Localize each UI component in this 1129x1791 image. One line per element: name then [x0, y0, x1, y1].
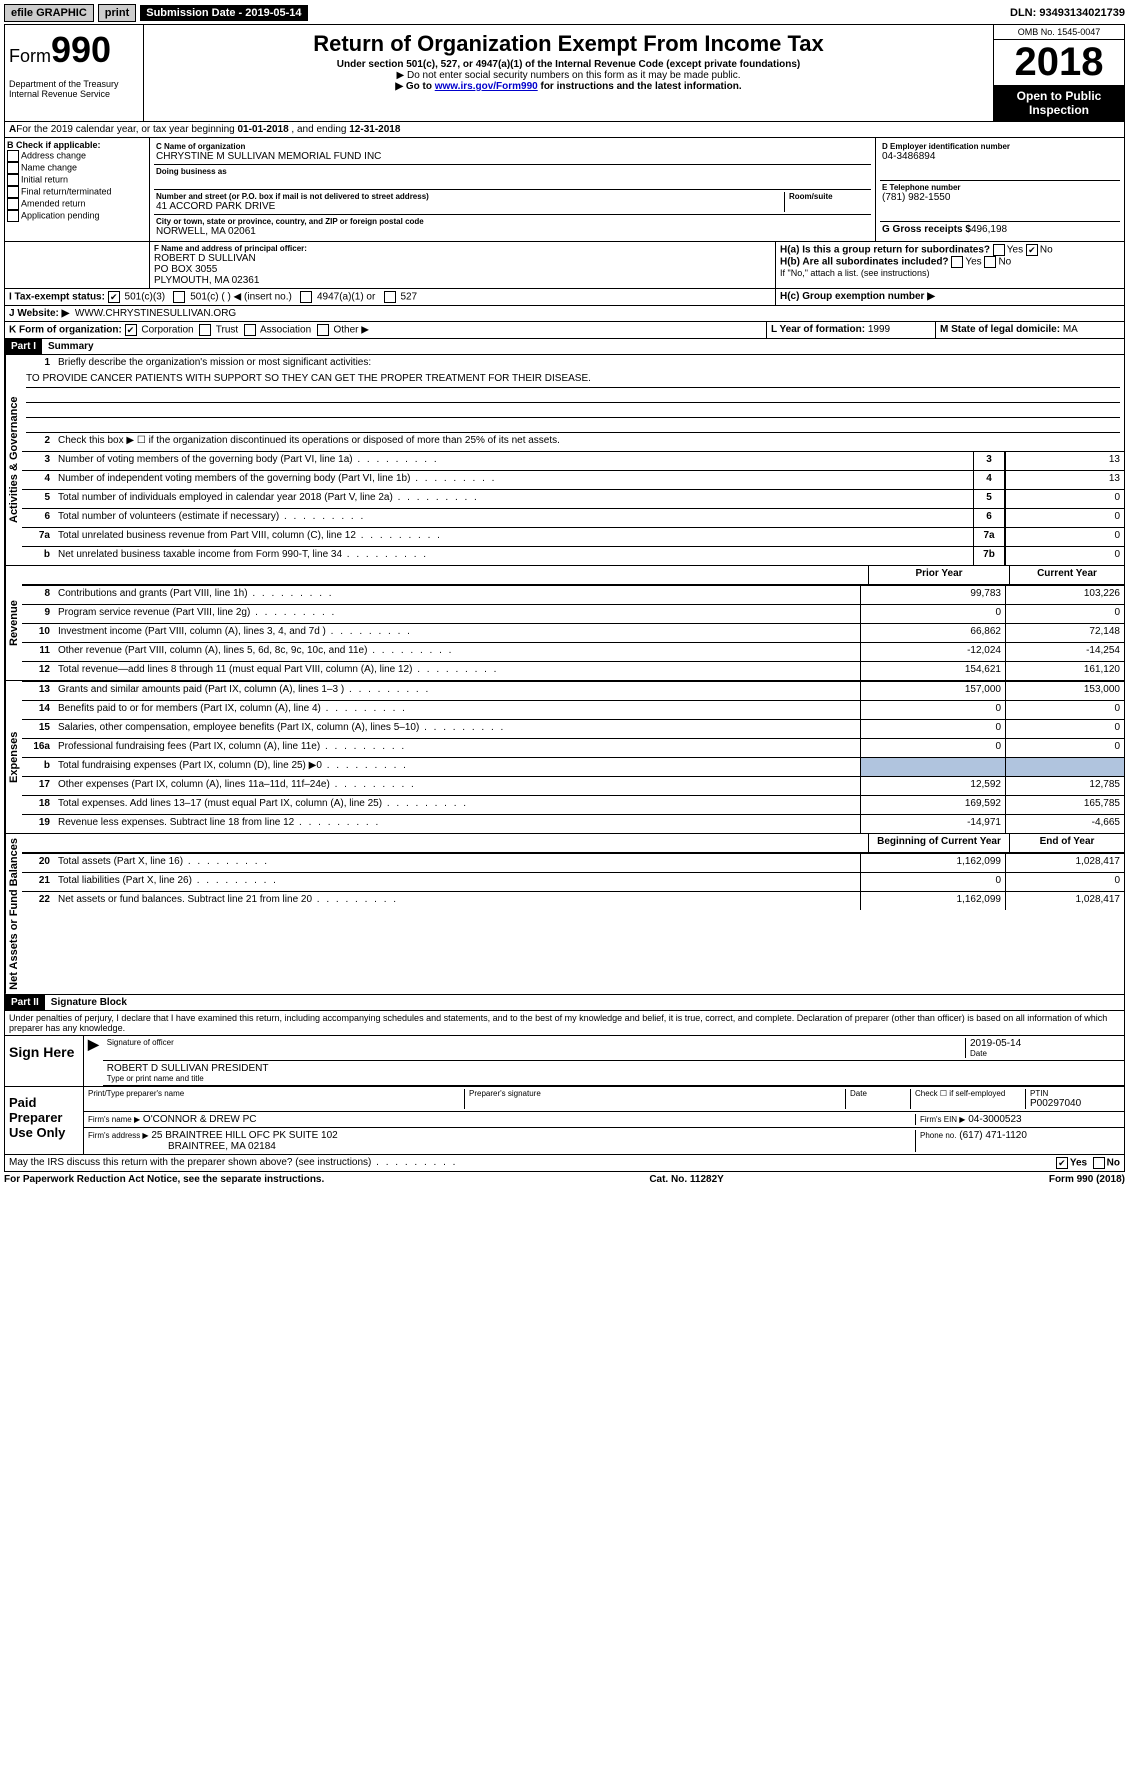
- state-domicile: MA: [1063, 324, 1078, 335]
- website-url: WWW.CHRYSTINESULLIVAN.ORG: [75, 308, 236, 319]
- print-button[interactable]: print: [98, 4, 136, 22]
- entity-info-row: B Check if applicable: Address change Na…: [4, 138, 1125, 242]
- year-formation: 1999: [868, 324, 890, 335]
- table-row: 14 Benefits paid to or for members (Part…: [22, 700, 1124, 719]
- table-row: b Total fundraising expenses (Part IX, c…: [22, 757, 1124, 776]
- box-d-e-g: D Employer identification number 04-3486…: [876, 138, 1124, 241]
- ptin-value: P00297040: [1030, 1098, 1120, 1109]
- irs-link[interactable]: www.irs.gov/Form990: [435, 81, 538, 92]
- revenue-section: Revenue Prior Year Current Year 8 Contri…: [4, 566, 1125, 681]
- table-row: 17 Other expenses (Part IX, column (A), …: [22, 776, 1124, 795]
- phone: (781) 982-1550: [882, 192, 1118, 203]
- efile-button[interactable]: efile GRAPHIC: [4, 4, 94, 22]
- ha-yes-checkbox[interactable]: [993, 244, 1005, 256]
- revenue-label: Revenue: [5, 566, 22, 680]
- paid-preparer-block: Paid Preparer Use Only Print/Type prepar…: [4, 1087, 1125, 1155]
- form-note-2: ▶ Go to www.irs.gov/Form990 for instruct…: [148, 81, 989, 92]
- table-row: 6 Total number of volunteers (estimate i…: [22, 508, 1124, 527]
- officer-name: ROBERT D SULLIVAN: [154, 253, 771, 264]
- net-assets-label: Net Assets or Fund Balances: [5, 834, 22, 994]
- submission-date-label: Submission Date - 2019-05-14: [140, 5, 307, 21]
- table-row: 22 Net assets or fund balances. Subtract…: [22, 891, 1124, 910]
- sign-here-block: Sign Here ▶ Signature of officer 2019-05…: [4, 1036, 1125, 1087]
- firm-address: 25 BRAINTREE HILL OFC PK SUITE 102: [151, 1130, 337, 1141]
- firm-ein: 04-3000523: [968, 1114, 1021, 1125]
- ha-no-checkbox[interactable]: [1026, 244, 1038, 256]
- org-address: 41 ACCORD PARK DRIVE: [156, 201, 784, 212]
- table-row: 19 Revenue less expenses. Subtract line …: [22, 814, 1124, 833]
- period-row: AFor the 2019 calendar year, or tax year…: [4, 122, 1125, 138]
- table-row: 10 Investment income (Part VIII, column …: [22, 623, 1124, 642]
- table-row: 12 Total revenue—add lines 8 through 11 …: [22, 661, 1124, 680]
- box-b: B Check if applicable: Address change Na…: [5, 138, 150, 241]
- omb-number: OMB No. 1545-0047: [994, 25, 1124, 40]
- table-row: 16a Professional fundraising fees (Part …: [22, 738, 1124, 757]
- table-row: 7a Total unrelated business revenue from…: [22, 527, 1124, 546]
- officer-group-row: F Name and address of principal officer:…: [4, 242, 1125, 289]
- table-row: 21 Total liabilities (Part X, line 26) 0…: [22, 872, 1124, 891]
- table-row: 4 Number of independent voting members o…: [22, 470, 1124, 489]
- top-toolbar: efile GRAPHIC print Submission Date - 20…: [4, 4, 1125, 22]
- governance-label: Activities & Governance: [5, 355, 22, 565]
- table-row: 3 Number of voting members of the govern…: [22, 451, 1124, 470]
- table-row: 15 Salaries, other compensation, employe…: [22, 719, 1124, 738]
- tax-status-row: I Tax-exempt status: 501(c)(3) 501(c) ( …: [4, 289, 1125, 306]
- hb-yes-checkbox[interactable]: [951, 256, 963, 268]
- hb-no-checkbox[interactable]: [984, 256, 996, 268]
- table-row: 11 Other revenue (Part VIII, column (A),…: [22, 642, 1124, 661]
- table-row: b Net unrelated business taxable income …: [22, 546, 1124, 565]
- open-public-badge: Open to Public Inspection: [994, 85, 1124, 121]
- org-name: CHRYSTINE M SULLIVAN MEMORIAL FUND INC: [156, 151, 869, 162]
- gross-receipts: 496,198: [971, 224, 1007, 235]
- form-number: Form990: [9, 29, 139, 71]
- form-subtitle: Under section 501(c), 527, or 4947(a)(1)…: [148, 59, 989, 70]
- part1-header: Part I Summary: [4, 339, 1125, 355]
- discuss-yes-checkbox[interactable]: [1056, 1157, 1068, 1169]
- discuss-row: May the IRS discuss this return with the…: [4, 1155, 1125, 1172]
- dln-label: DLN: 93493134021739: [1010, 7, 1125, 19]
- table-row: 13 Grants and similar amounts paid (Part…: [22, 681, 1124, 700]
- form-header: Form990 Department of the Treasury Inter…: [4, 24, 1125, 122]
- expenses-label: Expenses: [5, 681, 22, 833]
- governance-section: Activities & Governance 1Briefly describ…: [4, 355, 1125, 566]
- form-title: Return of Organization Exempt From Incom…: [148, 31, 989, 57]
- officer-signature-name: ROBERT D SULLIVAN PRESIDENT: [107, 1063, 269, 1074]
- table-row: 8 Contributions and grants (Part VIII, l…: [22, 585, 1124, 604]
- table-row: 20 Total assets (Part X, line 16) 1,162,…: [22, 853, 1124, 872]
- net-assets-section: Net Assets or Fund Balances Beginning of…: [4, 834, 1125, 995]
- ein: 04-3486894: [882, 151, 1118, 162]
- org-city: NORWELL, MA 02061: [156, 226, 869, 237]
- table-row: 9 Program service revenue (Part VIII, li…: [22, 604, 1124, 623]
- discuss-no-checkbox[interactable]: [1093, 1157, 1105, 1169]
- dept-label: Department of the Treasury Internal Reve…: [9, 79, 139, 99]
- page-footer: For Paperwork Reduction Act Notice, see …: [4, 1172, 1125, 1187]
- form-note-1: ▶ Do not enter social security numbers o…: [148, 70, 989, 81]
- part2-header: Part II Signature Block: [4, 995, 1125, 1011]
- mission-text: TO PROVIDE CANCER PATIENTS WITH SUPPORT …: [26, 373, 1120, 388]
- 501c3-checkbox[interactable]: [108, 291, 120, 303]
- firm-name: O'CONNOR & DREW PC: [143, 1114, 257, 1125]
- box-c: C Name of organization CHRYSTINE M SULLI…: [150, 138, 876, 241]
- form-org-row: K Form of organization: Corporation Trus…: [4, 322, 1125, 339]
- corp-checkbox[interactable]: [125, 324, 137, 336]
- table-row: 5 Total number of individuals employed i…: [22, 489, 1124, 508]
- website-row: J Website: ▶ WWW.CHRYSTINESULLIVAN.ORG: [4, 306, 1125, 322]
- sign-date: 2019-05-14: [970, 1038, 1120, 1049]
- firm-phone: (617) 471-1120: [959, 1130, 1027, 1141]
- tax-year: 2018: [994, 40, 1124, 85]
- perjury-statement: Under penalties of perjury, I declare th…: [4, 1011, 1125, 1036]
- table-row: 18 Total expenses. Add lines 13–17 (must…: [22, 795, 1124, 814]
- expenses-section: Expenses 13 Grants and similar amounts p…: [4, 681, 1125, 834]
